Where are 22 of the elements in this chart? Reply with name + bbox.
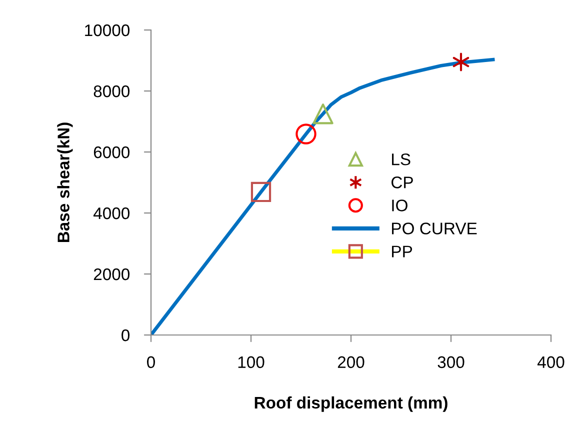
- y-tick-label: 4000: [93, 207, 130, 220]
- legend-label: IO: [392, 200, 408, 212]
- legend-label: PP: [392, 246, 412, 258]
- point: [312, 104, 334, 124]
- x-tick-label: 300: [438, 356, 464, 368]
- legend-label: LS: [392, 154, 410, 166]
- legend-label: PO CURVE: [392, 222, 477, 234]
- y-tick-label: 2000: [94, 268, 130, 280]
- point: [250, 182, 272, 202]
- x-axis-title: Roof displacement (mm): [254, 396, 448, 412]
- x-tick-label: 200: [338, 356, 364, 368]
- y-axis-title: Base shear(kN): [57, 122, 73, 242]
- x-tick-label: 0: [147, 356, 155, 368]
- y-tick-label: 10000: [85, 24, 130, 36]
- x-tick-label: 100: [238, 356, 264, 368]
- y-tick-label: 6000: [94, 146, 130, 158]
- x-tick-label: 400: [537, 356, 564, 368]
- y-tick-label: 8000: [94, 85, 130, 98]
- y-tick-label: 0: [122, 329, 130, 342]
- point: [296, 124, 316, 144]
- legend-label: CP: [392, 176, 413, 188]
- point: [452, 52, 470, 72]
